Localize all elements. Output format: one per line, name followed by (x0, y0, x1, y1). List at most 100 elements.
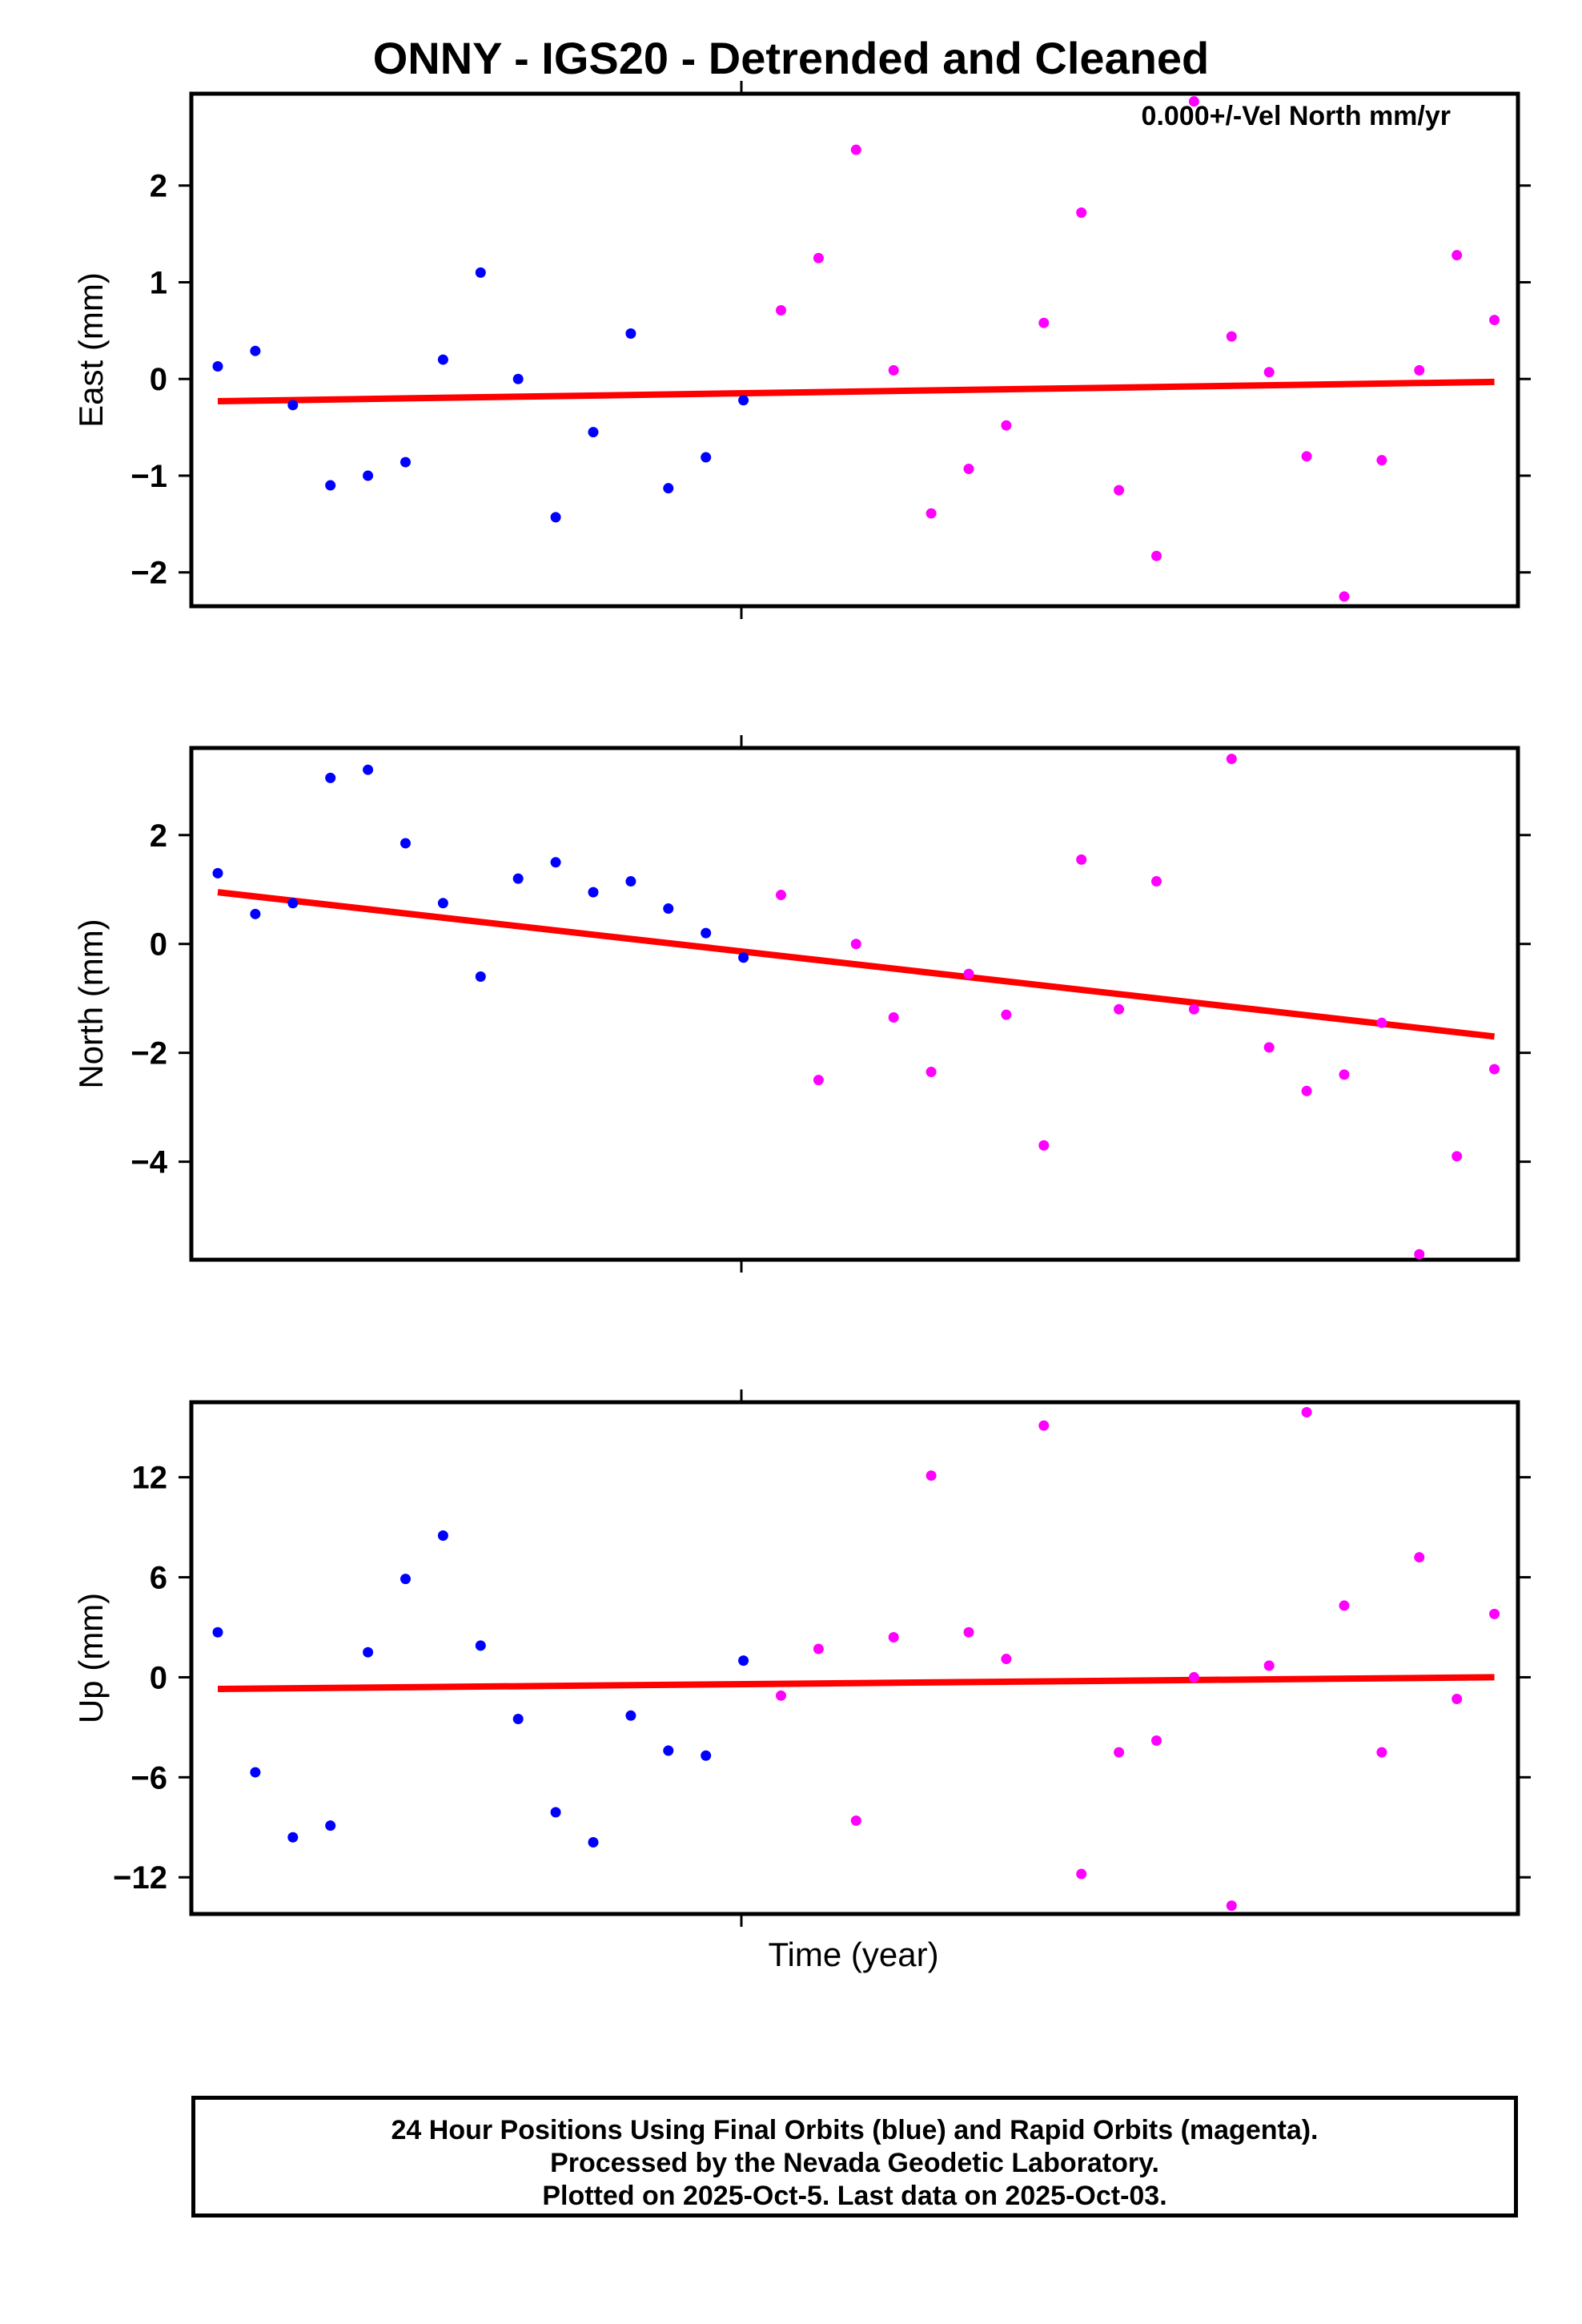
east-rapid-point-2 (850, 144, 861, 155)
up-trend-line (217, 1674, 1495, 1693)
north-final-point-9 (550, 857, 561, 868)
up-rapid-point-11 (1188, 1671, 1199, 1683)
north-final-point-13 (701, 927, 712, 939)
north-rapid-point-12 (1226, 754, 1237, 765)
east-final-point-11 (625, 328, 636, 339)
north-rapid-point-10 (1151, 876, 1162, 887)
up-final-point-13 (701, 1750, 712, 1761)
north-rapid-point-1 (813, 1075, 824, 1086)
up-rapid-point-9 (1114, 1747, 1125, 1758)
north-rapid-point-8 (1076, 854, 1087, 865)
east-rapid-point-18 (1452, 250, 1463, 261)
east-rapid-point-3 (888, 364, 899, 376)
north-rapid-point-11 (1188, 1003, 1199, 1015)
x-axis-label: Time (year) (768, 1936, 938, 1973)
north-ytick-label-3: 2 (150, 818, 167, 854)
east-ytick-label-4: 2 (150, 169, 167, 204)
up-rapid-point-12 (1226, 1900, 1237, 1912)
north-rapid-point-0 (776, 890, 786, 901)
up-rapid-point-16 (1376, 1747, 1387, 1758)
up-rapid-point-10 (1151, 1735, 1162, 1747)
up-final-point-12 (663, 1745, 674, 1756)
east-rapid-point-16 (1376, 455, 1387, 466)
north-ytick-label-2: 0 (150, 927, 167, 963)
north-rapid-point-5 (963, 968, 974, 979)
up-final-point-8 (512, 1713, 524, 1724)
up-rapid-point-13 (1263, 1660, 1275, 1671)
east-rapid-point-11 (1188, 96, 1199, 107)
footer-box: 24 Hour Positions Using Final Orbits (bl… (191, 2096, 1518, 2217)
east-final-point-1 (250, 345, 261, 356)
chart-title: ONNY - IGS20 - Detrended and Cleaned (372, 33, 1210, 83)
east-rapid-point-1 (813, 252, 824, 263)
up-rapid-point-7 (1038, 1420, 1050, 1431)
north-rapid-point-7 (1038, 1140, 1050, 1151)
north-rapid-point-15 (1339, 1069, 1350, 1080)
east-rapid-point-15 (1339, 591, 1350, 602)
east-final-point-6 (437, 354, 448, 365)
east-rapid-point-17 (1414, 364, 1425, 376)
north-rapid-point-19 (1489, 1063, 1500, 1075)
north-y-axis-label: North (mm) (72, 919, 110, 1088)
east-final-point-3 (325, 480, 336, 491)
north-rapid-point-9 (1114, 1003, 1125, 1015)
north-final-point-14 (738, 952, 749, 963)
up-final-point-1 (250, 1767, 261, 1778)
east-frame (189, 91, 1520, 609)
up-rapid-point-17 (1414, 1552, 1425, 1563)
up-rapid-point-1 (813, 1643, 824, 1655)
footer-line-2: Processed by the Nevada Geodetic Laborat… (550, 2148, 1159, 2178)
up-frame (189, 1400, 1520, 1916)
east-rapid-point-8 (1076, 207, 1087, 219)
north-rapid-point-14 (1301, 1085, 1312, 1096)
east-ytick-label-2: 0 (150, 362, 167, 397)
east-final-point-0 (212, 361, 223, 372)
north-rapid-point-3 (888, 1011, 899, 1023)
up-final-point-11 (625, 1710, 636, 1721)
north-frame (189, 746, 1520, 1262)
east-rapid-point-9 (1114, 485, 1125, 496)
up-ytick-label-0: −12 (113, 1860, 167, 1896)
up-rapid-point-0 (776, 1690, 786, 1701)
east-rapid-point-19 (1489, 315, 1500, 326)
east-final-point-12 (663, 483, 674, 494)
north-rapid-point-4 (926, 1066, 937, 1077)
east-final-point-13 (701, 452, 712, 463)
east-final-point-4 (363, 470, 374, 481)
east-final-point-2 (287, 400, 299, 411)
east-annotation: 0.000+/-Vel North mm/yr (1142, 101, 1451, 131)
north-rapid-point-16 (1376, 1017, 1387, 1028)
up-ytick-label-1: −6 (130, 1760, 167, 1795)
east-rapid-point-0 (776, 304, 786, 316)
north-panel: −4 −2 0 2 North (mm) (72, 735, 1531, 1273)
east-rapid-point-6 (1001, 420, 1012, 431)
east-final-point-8 (512, 373, 524, 384)
north-final-point-1 (250, 908, 261, 919)
up-rapid-point-4 (926, 1470, 937, 1482)
up-ytick-label-4: 12 (132, 1461, 168, 1496)
east-rapid-point-4 (926, 508, 937, 519)
north-final-point-8 (512, 873, 524, 884)
north-final-point-6 (437, 898, 448, 909)
up-final-point-10 (588, 1836, 599, 1848)
east-ytick-label-0: −2 (130, 556, 167, 591)
up-rapid-point-8 (1076, 1868, 1087, 1880)
north-ytick-label-1: −2 (130, 1036, 167, 1072)
up-final-point-14 (738, 1655, 749, 1667)
north-final-point-10 (588, 887, 599, 898)
up-y-axis-label: Up (mm) (72, 1593, 110, 1723)
east-rapid-point-14 (1301, 451, 1312, 462)
up-final-point-9 (550, 1807, 561, 1818)
north-rapid-point-6 (1001, 1009, 1012, 1020)
up-rapid-point-3 (888, 1631, 899, 1642)
north-trend-line (217, 889, 1496, 1040)
north-final-point-0 (212, 867, 223, 879)
up-final-point-7 (475, 1640, 486, 1651)
up-final-point-4 (363, 1647, 374, 1658)
east-final-point-14 (738, 395, 749, 406)
east-rapid-point-12 (1226, 331, 1237, 342)
north-final-point-3 (325, 772, 336, 783)
north-rapid-point-18 (1452, 1151, 1463, 1162)
north-final-point-5 (400, 838, 411, 849)
